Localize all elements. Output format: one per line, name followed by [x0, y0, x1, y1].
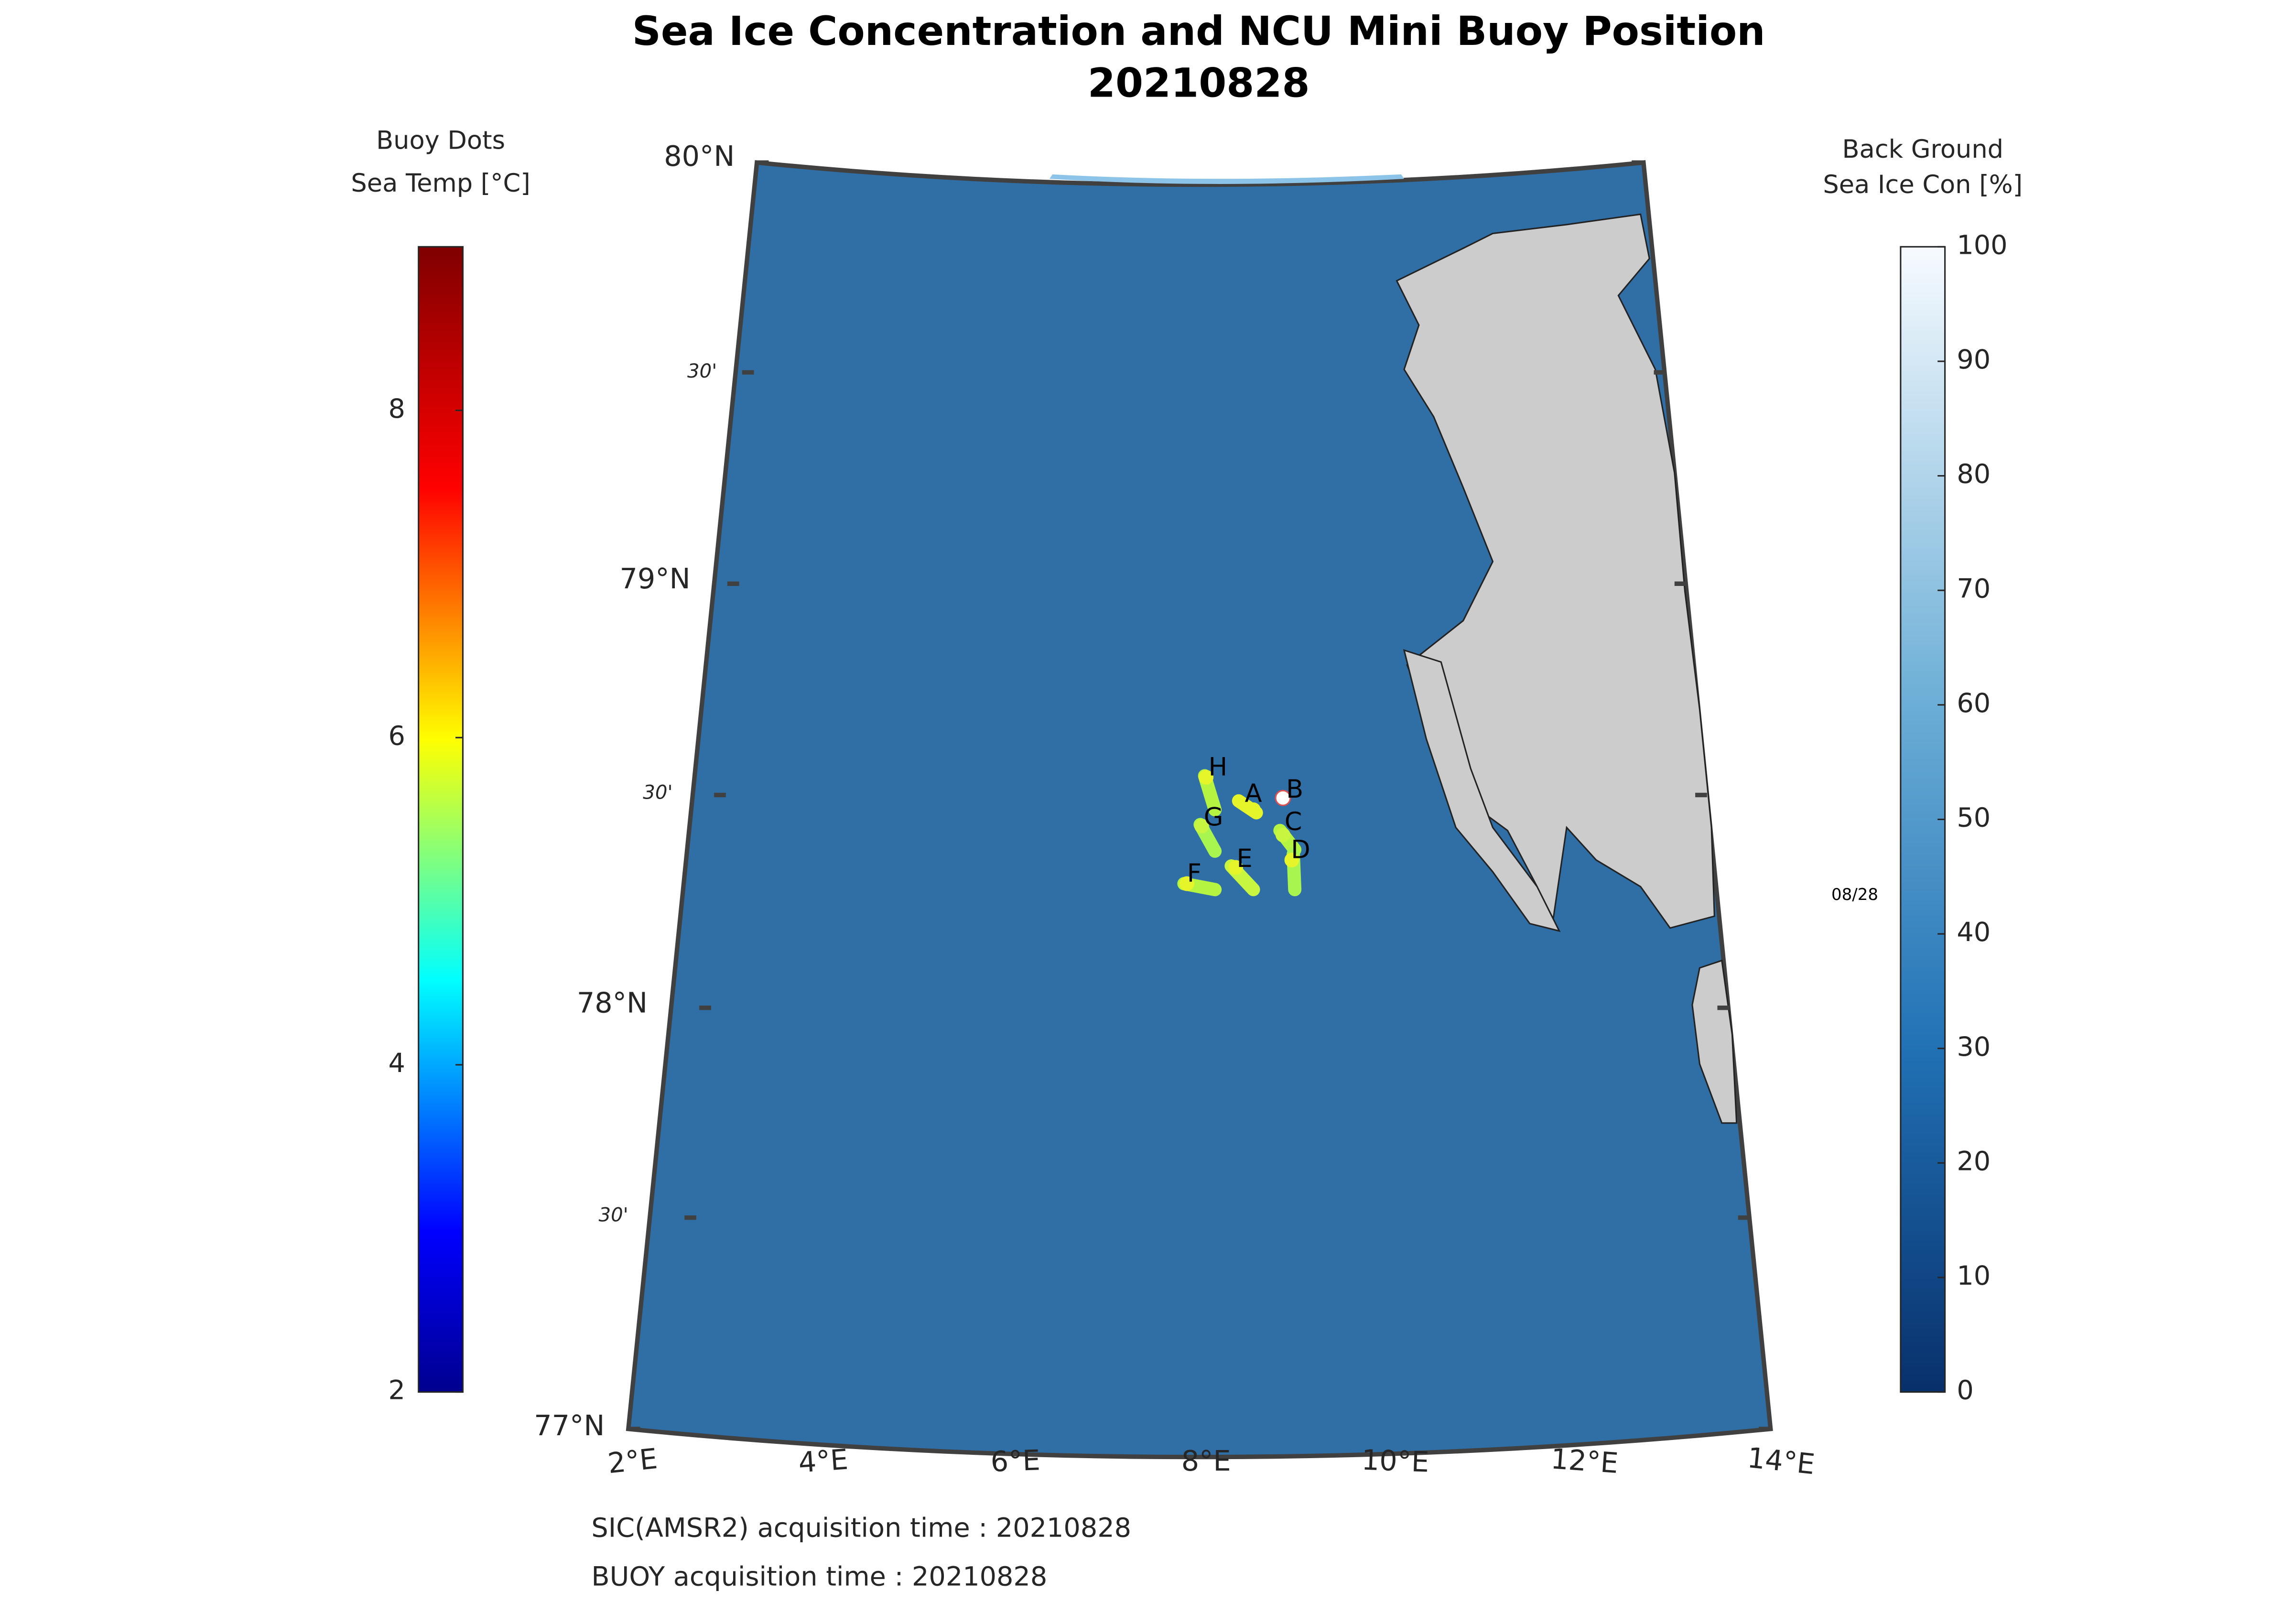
buoy-dot [1199, 769, 1214, 785]
buoy-label: G [1204, 803, 1223, 832]
colorbar-title: Buoy Dots [376, 126, 505, 155]
colorbar-tick-label: 80 [1957, 459, 1991, 490]
footer: SIC(AMSR2) acquisition time : 20210828 [591, 1512, 1131, 1543]
footer: BUOY acquisition time : 20210828 [591, 1561, 1047, 1592]
buoy-dot [1228, 860, 1243, 875]
lon-label: 10°E [1361, 1443, 1430, 1479]
colorbar-tick-label: 0 [1957, 1375, 1973, 1406]
colorbar-title: Sea Temp [°C] [351, 169, 530, 198]
date-label: 08/28 [1831, 885, 1878, 904]
lat-label: 79°N [620, 562, 691, 595]
colorbar-tick-label: 50 [1957, 802, 1991, 834]
colorbar-tick-label: 6 [388, 720, 405, 751]
colorbar-tick-label: 60 [1957, 688, 1991, 719]
colorbar-tick-label: 70 [1957, 573, 1991, 604]
colorbar-tick-label: 10 [1957, 1260, 1991, 1291]
buoy-dot [1284, 853, 1299, 867]
buoy-label: B [1286, 775, 1303, 804]
buoy-label: A [1245, 779, 1262, 808]
colorbar-tick-label: 4 [388, 1048, 405, 1079]
lat-label: 77°N [534, 1409, 605, 1442]
colorbar-tick-label: 8 [388, 393, 405, 424]
buoy-dot [1194, 818, 1209, 834]
buoy-dot [1179, 876, 1194, 891]
colorbar-title: Sea Ice Con [%] [1823, 170, 2023, 199]
colorbar-tick-label: 20 [1957, 1146, 1991, 1177]
land [1691, 959, 1738, 1124]
buoy-label: D [1291, 835, 1310, 865]
subtitle: 20210828 [1088, 60, 1310, 106]
title: Sea Ice Concentration and NCU Mini Buoy … [632, 8, 1765, 54]
buoy-dot [1275, 827, 1290, 843]
land [1403, 649, 1561, 932]
lon-label: 12°E [1550, 1442, 1620, 1480]
colorbar [418, 246, 464, 1393]
buoy-label: E [1236, 844, 1252, 873]
lat-label: 80°N [664, 140, 735, 173]
lat-label: 30' [643, 781, 672, 803]
lon-label: 6°E [990, 1443, 1041, 1478]
buoy-dot [1275, 790, 1291, 806]
colorbar-tick-label: 100 [1957, 229, 2007, 260]
colorbar-tick-label: 30 [1957, 1031, 1991, 1062]
colorbar-tick-label: 40 [1957, 917, 1991, 948]
buoy-dot [1246, 802, 1261, 817]
lat-label: 30' [687, 360, 717, 382]
lat-label: 30' [599, 1204, 628, 1226]
lon-label: 2°E [606, 1442, 659, 1480]
colorbar-tick-label: 90 [1957, 344, 1991, 375]
buoy-label: C [1285, 807, 1302, 836]
lat-label: 78°N [577, 986, 648, 1019]
buoy-label: H [1209, 752, 1228, 781]
buoy-label: F [1187, 859, 1201, 888]
land [1396, 213, 1715, 929]
colorbar-tick-label: 2 [388, 1375, 405, 1406]
colorbar-title: Back Ground [1842, 135, 2003, 164]
lon-label: 8°E [1181, 1444, 1231, 1477]
ice-edge [1049, 174, 1404, 184]
lon-label: 14°E [1746, 1441, 1817, 1481]
lon-label: 4°E [797, 1443, 849, 1479]
